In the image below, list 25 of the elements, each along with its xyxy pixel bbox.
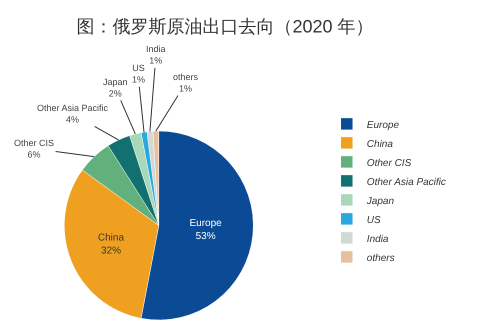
chart-title: 图：俄罗斯原油出口去向（2020 年） xyxy=(76,16,374,36)
legend-label: others xyxy=(366,252,395,264)
legend-label: US xyxy=(366,214,382,226)
legend-label: Other CIS xyxy=(366,158,412,169)
slice-label: Other CIS xyxy=(14,138,54,148)
data-label: 4% xyxy=(66,114,80,125)
slice-label: India xyxy=(146,44,166,54)
slice-label: Japan xyxy=(103,77,128,87)
data-label: 1% xyxy=(179,84,192,94)
slice-label: Europe xyxy=(190,218,222,229)
slice-label: others xyxy=(173,72,199,82)
legend-label: China xyxy=(366,138,394,150)
slice-label: China xyxy=(98,232,124,244)
data-label: 1% xyxy=(149,56,162,66)
legend-label: India xyxy=(366,234,389,245)
data-label: 2% xyxy=(108,88,122,99)
data-label: 32% xyxy=(100,245,122,256)
data-label: 6% xyxy=(28,150,41,160)
data-label: 1% xyxy=(132,74,146,85)
data-label: 53% xyxy=(196,230,216,242)
legend-label: Japan xyxy=(366,196,394,207)
slice-label: US xyxy=(132,63,145,73)
legend-label: Europe xyxy=(366,120,400,131)
slice-label: Other Asia Pacific xyxy=(37,103,109,113)
legend-label: Other Asia Pacific xyxy=(366,176,446,188)
